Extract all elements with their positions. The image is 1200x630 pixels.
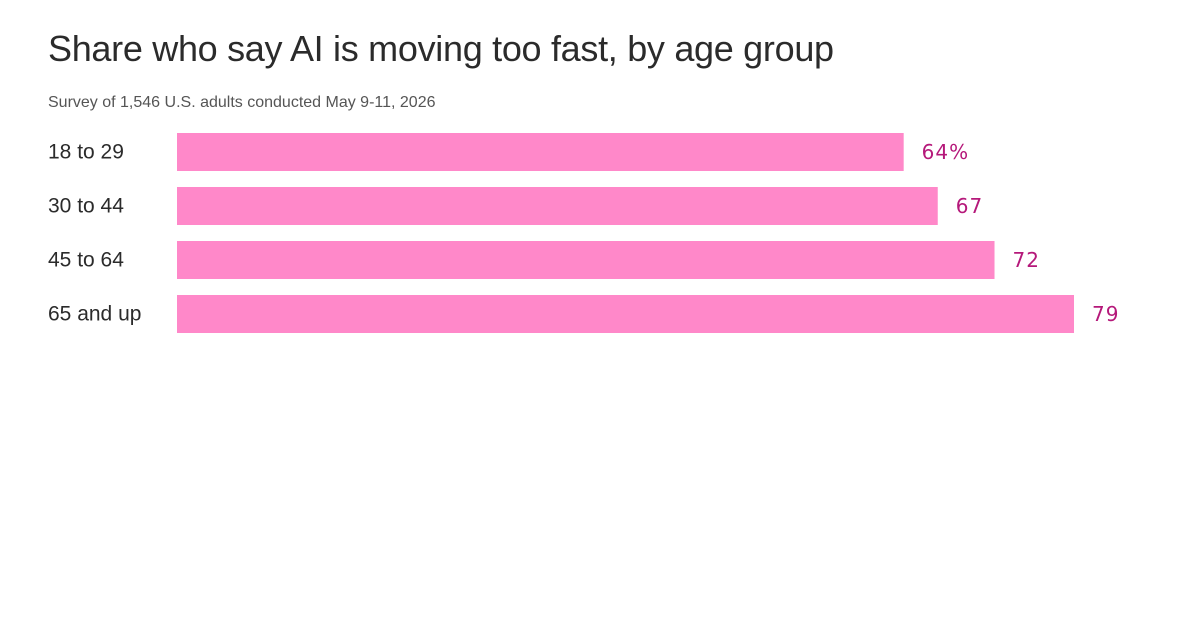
bar xyxy=(177,241,995,279)
chart-subtitle: Survey of 1,546 U.S. adults conducted Ma… xyxy=(48,94,436,111)
bar xyxy=(177,133,904,171)
bar xyxy=(177,295,1074,333)
category-label: 65 and up xyxy=(48,303,141,326)
value-label: 67 xyxy=(956,194,983,218)
bar xyxy=(177,187,938,225)
value-label: 64% xyxy=(922,140,969,164)
category-label: 30 to 44 xyxy=(48,195,124,218)
category-label: 45 to 64 xyxy=(48,249,124,272)
category-label: 18 to 29 xyxy=(48,141,124,164)
value-label: 72 xyxy=(1013,248,1040,272)
value-label: 79 xyxy=(1092,302,1119,326)
chart-title: Share who say AI is moving too fast, by … xyxy=(48,28,834,69)
